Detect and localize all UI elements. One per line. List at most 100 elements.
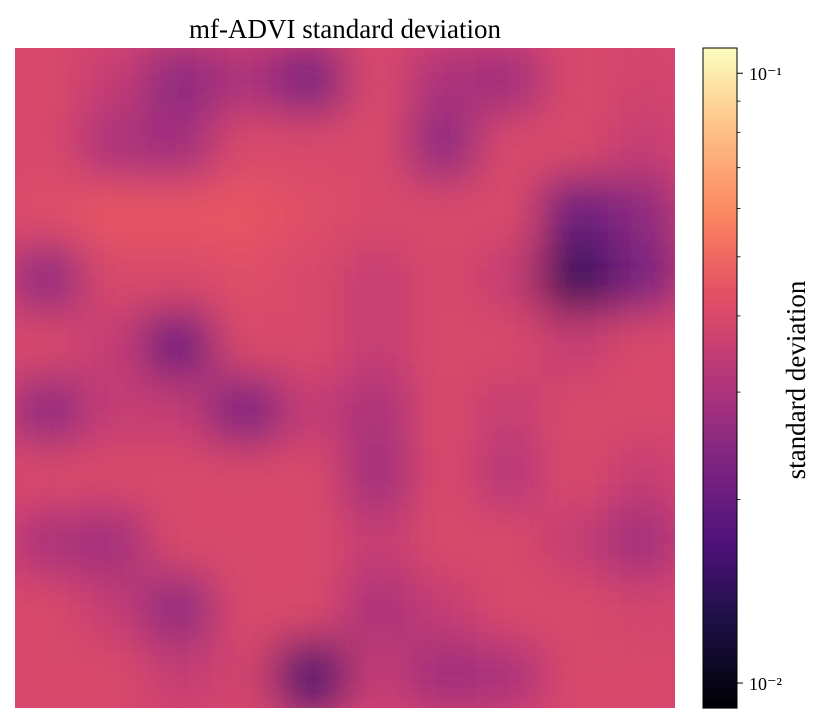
colorbar-strip xyxy=(703,158,737,164)
colorbar-strip xyxy=(703,268,737,274)
heatmap-cell xyxy=(278,377,346,445)
colorbar-strip xyxy=(703,643,737,649)
heatmap-cell xyxy=(608,443,675,511)
colorbar-strip xyxy=(703,68,737,74)
heatmap-cell xyxy=(410,311,478,379)
colorbar-strip xyxy=(703,168,737,174)
colorbar-strip xyxy=(703,588,737,594)
heatmap-cell xyxy=(542,48,610,115)
colorbar-strip xyxy=(703,658,737,664)
heatmap-cell xyxy=(542,377,610,445)
colorbar-strip xyxy=(703,498,737,504)
heatmap-cell xyxy=(212,245,280,313)
colorbar-strip xyxy=(703,228,737,234)
colorbar-strip xyxy=(703,173,737,179)
colorbar-strip xyxy=(703,563,737,569)
colorbar-strip xyxy=(703,338,737,344)
colorbar-strip xyxy=(703,553,737,559)
heatmap-cell xyxy=(80,179,148,247)
colorbar-strip xyxy=(703,408,737,414)
colorbar-strip xyxy=(703,213,737,219)
colorbar-strip xyxy=(703,618,737,624)
heatmap-cell xyxy=(542,113,610,181)
colorbar-strip xyxy=(703,663,737,669)
heatmap-cell xyxy=(15,641,82,708)
heatmap-cell xyxy=(476,377,544,445)
heatmap-cell xyxy=(476,575,544,643)
colorbar-strip xyxy=(703,543,737,549)
heatmap-cell xyxy=(146,509,214,577)
colorbar-strip xyxy=(703,473,737,479)
heatmap-cell xyxy=(476,245,544,313)
colorbar-strip xyxy=(703,363,737,369)
heatmap-cell xyxy=(212,113,280,181)
colorbar-strip xyxy=(703,343,737,349)
colorbar-strip xyxy=(703,443,737,449)
heatmap-cell xyxy=(146,377,214,445)
colorbar-strip xyxy=(703,113,737,119)
heatmap-cell xyxy=(146,179,214,247)
colorbar-strip xyxy=(703,58,737,64)
colorbar-strip xyxy=(703,628,737,634)
colorbar-strip xyxy=(703,683,737,689)
colorbar-strip xyxy=(703,313,737,319)
heatmap-cell xyxy=(608,48,675,115)
heatmap-cell xyxy=(542,575,610,643)
heatmap-cell xyxy=(212,443,280,511)
heatmap-cell xyxy=(80,377,148,445)
colorbar-strip xyxy=(703,638,737,644)
heatmap-cell xyxy=(542,443,610,511)
colorbar-strip xyxy=(703,488,737,494)
heatmap-cell xyxy=(608,575,675,643)
colorbar-strip xyxy=(703,223,737,229)
colorbar-strip xyxy=(703,533,737,539)
heatmap-cell xyxy=(146,48,214,115)
heatmap-cell xyxy=(344,443,412,511)
heatmap-cell xyxy=(15,48,82,115)
colorbar-strip xyxy=(703,513,737,519)
colorbar-strip xyxy=(703,538,737,544)
heatmap-cell xyxy=(212,48,280,115)
colorbar-strip xyxy=(703,403,737,409)
colorbar-strip xyxy=(703,673,737,679)
heatmap-cell xyxy=(146,443,214,511)
colorbar-strip xyxy=(703,678,737,684)
colorbar-strip xyxy=(703,383,737,389)
heatmap-cell xyxy=(80,245,148,313)
heatmap-cell xyxy=(278,245,346,313)
colorbar-strip xyxy=(703,608,737,614)
colorbar-strip xyxy=(703,288,737,294)
heatmap-cell xyxy=(410,113,478,181)
heatmap-cell xyxy=(542,509,610,577)
heatmap-cell xyxy=(608,245,675,313)
heatmap-cell xyxy=(476,641,544,708)
heatmap-cell xyxy=(278,575,346,643)
heatmap-cell xyxy=(542,179,610,247)
colorbar-strip xyxy=(703,348,737,354)
colorbar-strip xyxy=(703,358,737,364)
heatmap-cell xyxy=(80,443,148,511)
heatmap-cell xyxy=(278,179,346,247)
colorbar-strip xyxy=(703,183,737,189)
heatmap-cell xyxy=(80,509,148,577)
colorbar-strip xyxy=(703,163,737,169)
heatmap-cell xyxy=(15,509,82,577)
colorbar-strip xyxy=(703,63,737,69)
heatmap-cell xyxy=(344,311,412,379)
heatmap-cell xyxy=(15,113,82,181)
colorbar-strip xyxy=(703,478,737,484)
heatmap-cell xyxy=(278,509,346,577)
colorbar-strip xyxy=(703,593,737,599)
heatmap-cell xyxy=(410,641,478,708)
heatmap-cell xyxy=(15,377,82,445)
colorbar-strip xyxy=(703,218,737,224)
colorbar-strip xyxy=(703,573,737,579)
colorbar-strip xyxy=(703,493,737,499)
heatmap-cell xyxy=(146,641,214,708)
heatmap-cell xyxy=(410,509,478,577)
heatmap-cell xyxy=(608,641,675,708)
colorbar-strip xyxy=(703,453,737,459)
colorbar-strip xyxy=(703,153,737,159)
heatmap-cell xyxy=(146,575,214,643)
